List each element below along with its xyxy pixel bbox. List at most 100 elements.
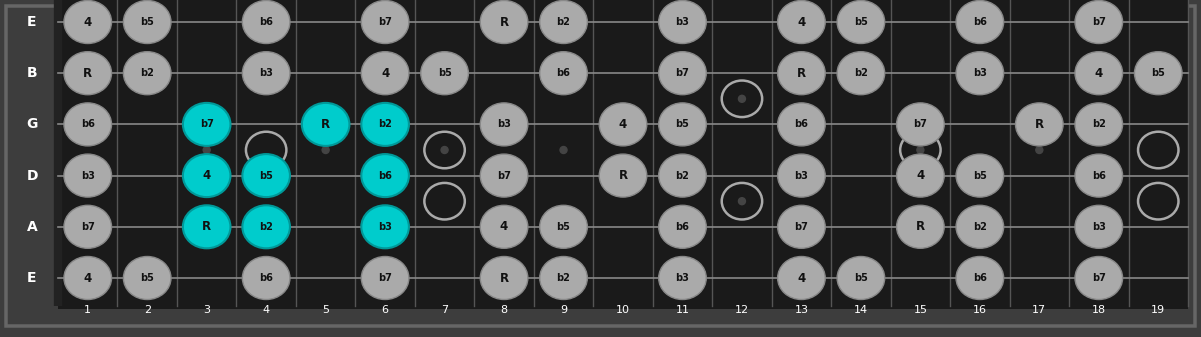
Ellipse shape	[480, 205, 528, 248]
Ellipse shape	[124, 52, 171, 95]
Text: 11: 11	[675, 305, 689, 315]
Text: b6: b6	[259, 17, 273, 27]
Text: b6: b6	[556, 68, 570, 78]
Text: b6: b6	[973, 17, 987, 27]
Ellipse shape	[183, 103, 231, 146]
Text: 4: 4	[381, 67, 389, 80]
Text: b5: b5	[675, 119, 689, 129]
Text: 4: 4	[203, 169, 211, 182]
Ellipse shape	[243, 205, 289, 248]
Text: b6: b6	[259, 273, 273, 283]
Text: b5: b5	[854, 17, 868, 27]
Text: b7: b7	[497, 171, 510, 181]
Text: b7: b7	[1092, 273, 1106, 283]
Ellipse shape	[837, 52, 885, 95]
Text: R: R	[916, 220, 925, 233]
Ellipse shape	[1135, 52, 1182, 95]
Text: 15: 15	[914, 305, 927, 315]
Text: b2: b2	[854, 68, 868, 78]
Text: E: E	[28, 15, 37, 29]
Ellipse shape	[658, 154, 706, 197]
Text: b5: b5	[141, 273, 154, 283]
Text: R: R	[796, 67, 806, 80]
Ellipse shape	[362, 52, 408, 95]
Text: b7: b7	[914, 119, 927, 129]
Circle shape	[1035, 147, 1042, 153]
Ellipse shape	[1075, 256, 1123, 300]
Text: G: G	[26, 117, 37, 131]
Text: 4: 4	[84, 16, 91, 29]
Text: b6: b6	[675, 222, 689, 232]
Circle shape	[916, 147, 924, 153]
Text: b5: b5	[259, 171, 273, 181]
Ellipse shape	[658, 103, 706, 146]
Text: b3: b3	[259, 68, 273, 78]
Ellipse shape	[658, 52, 706, 95]
Ellipse shape	[301, 103, 349, 146]
Ellipse shape	[658, 0, 706, 43]
Text: R: R	[619, 169, 628, 182]
Ellipse shape	[777, 103, 825, 146]
Ellipse shape	[777, 0, 825, 43]
Text: 1: 1	[84, 305, 91, 315]
Text: 4: 4	[263, 305, 270, 315]
Text: 14: 14	[854, 305, 868, 315]
Ellipse shape	[658, 205, 706, 248]
Ellipse shape	[480, 0, 528, 43]
Ellipse shape	[362, 205, 408, 248]
Ellipse shape	[480, 154, 528, 197]
Text: R: R	[500, 16, 508, 29]
Text: b3: b3	[675, 273, 689, 283]
Text: R: R	[500, 272, 508, 284]
Text: b7: b7	[199, 119, 214, 129]
Ellipse shape	[599, 103, 647, 146]
Circle shape	[441, 147, 448, 153]
Ellipse shape	[362, 0, 408, 43]
Circle shape	[203, 147, 210, 153]
Ellipse shape	[539, 256, 587, 300]
Text: b2: b2	[675, 171, 689, 181]
Circle shape	[322, 147, 329, 153]
Text: 12: 12	[735, 305, 749, 315]
Ellipse shape	[183, 205, 231, 248]
Text: b3: b3	[80, 171, 95, 181]
Ellipse shape	[124, 0, 171, 43]
Text: b5: b5	[556, 222, 570, 232]
Circle shape	[739, 95, 746, 102]
Text: b5: b5	[437, 68, 452, 78]
Ellipse shape	[777, 52, 825, 95]
Text: 9: 9	[560, 305, 567, 315]
Ellipse shape	[1075, 103, 1123, 146]
Text: b2: b2	[1092, 119, 1106, 129]
Ellipse shape	[1075, 205, 1123, 248]
Text: b2: b2	[259, 222, 273, 232]
Text: 4: 4	[619, 118, 627, 131]
Ellipse shape	[897, 205, 944, 248]
Text: 2: 2	[144, 305, 151, 315]
Text: b7: b7	[80, 222, 95, 232]
Text: 4: 4	[84, 272, 91, 284]
Text: b7: b7	[378, 273, 392, 283]
Circle shape	[739, 198, 746, 205]
Ellipse shape	[243, 154, 289, 197]
Text: 7: 7	[441, 305, 448, 315]
Text: b3: b3	[973, 68, 987, 78]
Text: b2: b2	[141, 68, 154, 78]
Text: A: A	[26, 220, 37, 234]
Text: B: B	[26, 66, 37, 80]
Text: R: R	[83, 67, 92, 80]
Ellipse shape	[539, 205, 587, 248]
Ellipse shape	[183, 154, 231, 197]
Text: b2: b2	[378, 119, 392, 129]
Ellipse shape	[777, 256, 825, 300]
Ellipse shape	[777, 154, 825, 197]
Ellipse shape	[480, 256, 528, 300]
Text: b6: b6	[378, 171, 392, 181]
Text: b6: b6	[1092, 171, 1106, 181]
Text: b3: b3	[1092, 222, 1106, 232]
Ellipse shape	[956, 52, 1004, 95]
Ellipse shape	[243, 0, 289, 43]
Ellipse shape	[897, 154, 944, 197]
Text: 6: 6	[382, 305, 389, 315]
Ellipse shape	[362, 103, 408, 146]
